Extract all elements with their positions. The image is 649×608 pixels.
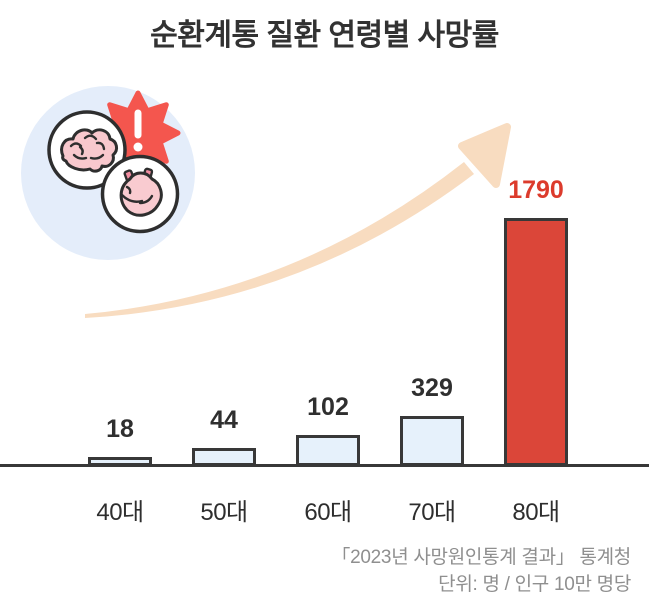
axis-label-80s: 80대 (512, 499, 560, 526)
bar-value-label: 18 (106, 415, 134, 443)
source-line-1: 「2023년 사망원인통계 결과」 통계청 (331, 547, 631, 568)
bar (400, 416, 464, 466)
bar-value-label: 44 (210, 406, 238, 434)
bar-group-60s: 102 (296, 395, 360, 466)
axis-label-40s: 40대 (96, 499, 144, 526)
bar-group-50s: 44 (192, 408, 256, 466)
source-note: 「2023년 사망원인통계 결과」 통계청 단위: 명 / 인구 10만 명당 (331, 545, 631, 598)
heart-icon (100, 154, 180, 234)
bar-group-70s: 329 (400, 376, 464, 466)
axis-label-50s: 50대 (200, 499, 248, 526)
axis-label-70s: 70대 (408, 499, 456, 526)
source-line-2: 단위: 명 / 인구 10만 명당 (438, 573, 631, 595)
exclamation-icon (133, 109, 143, 152)
x-axis-line (0, 464, 649, 467)
bar-value-label: 329 (411, 374, 453, 402)
trend-arrow-icon (85, 123, 511, 318)
bar-value-label: 102 (307, 393, 349, 421)
brain-heart-illustration (21, 86, 195, 260)
bar-group-40s: 18 (88, 417, 152, 466)
bar-group-80s: 1790 (504, 178, 568, 466)
bar (296, 435, 360, 466)
bar-value-label: 1790 (508, 176, 564, 204)
brain-icon (47, 110, 127, 190)
bar (504, 218, 568, 466)
axis-label-60s: 60대 (304, 499, 352, 526)
page-title: 순환계통 질환 연령별 사망률 (150, 19, 499, 52)
